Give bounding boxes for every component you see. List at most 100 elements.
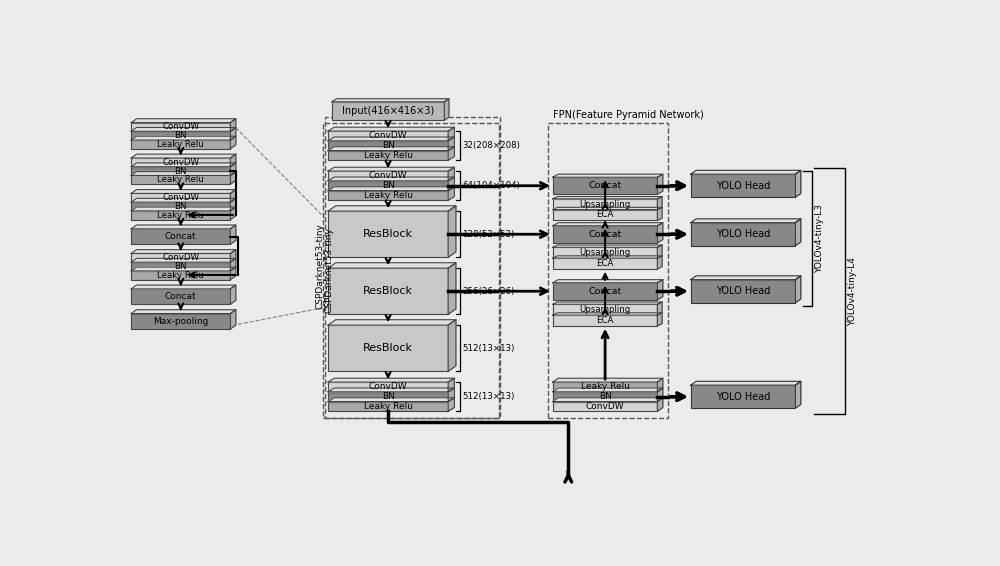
Text: 256(26×26): 256(26×26) xyxy=(462,287,514,295)
Polygon shape xyxy=(328,263,456,268)
Polygon shape xyxy=(230,190,236,202)
Polygon shape xyxy=(448,147,454,160)
Polygon shape xyxy=(131,207,236,211)
Bar xyxy=(553,247,657,258)
Polygon shape xyxy=(131,119,236,123)
Bar xyxy=(328,131,448,141)
Polygon shape xyxy=(448,177,454,191)
Polygon shape xyxy=(131,190,236,194)
Polygon shape xyxy=(657,207,662,220)
Text: ConvDW: ConvDW xyxy=(369,383,407,392)
Text: YOLO Head: YOLO Head xyxy=(716,286,770,296)
Bar xyxy=(131,262,230,271)
Bar xyxy=(131,131,230,140)
Polygon shape xyxy=(230,250,236,262)
Text: ECA: ECA xyxy=(596,259,614,268)
Bar xyxy=(691,385,795,408)
Bar xyxy=(131,254,230,262)
Polygon shape xyxy=(657,174,663,194)
Bar xyxy=(131,175,230,184)
Polygon shape xyxy=(328,167,454,171)
Polygon shape xyxy=(448,388,454,402)
Text: ConvDW: ConvDW xyxy=(162,194,199,202)
Bar xyxy=(691,174,795,198)
Polygon shape xyxy=(230,310,236,329)
Polygon shape xyxy=(448,187,454,200)
Bar xyxy=(325,117,500,418)
Text: Leaky Relu: Leaky Relu xyxy=(157,140,204,149)
Bar xyxy=(332,102,444,121)
Polygon shape xyxy=(131,127,236,131)
Polygon shape xyxy=(553,174,663,177)
Polygon shape xyxy=(795,219,801,246)
Bar xyxy=(548,123,668,418)
Text: Leaky Relu: Leaky Relu xyxy=(157,211,204,220)
Polygon shape xyxy=(131,154,236,158)
Text: BN: BN xyxy=(175,131,187,140)
Bar xyxy=(328,171,448,181)
Bar xyxy=(328,268,448,314)
Polygon shape xyxy=(230,285,236,305)
Bar xyxy=(553,305,657,315)
Text: ResBlock: ResBlock xyxy=(363,229,413,239)
Polygon shape xyxy=(328,147,454,151)
Bar xyxy=(691,222,795,246)
Polygon shape xyxy=(230,171,236,184)
Text: 128(52×52): 128(52×52) xyxy=(462,230,514,239)
Polygon shape xyxy=(230,136,236,149)
Bar xyxy=(131,194,230,202)
Text: Leaky Relu: Leaky Relu xyxy=(364,151,413,160)
Polygon shape xyxy=(131,250,236,254)
Bar xyxy=(131,229,230,245)
Polygon shape xyxy=(657,280,663,299)
Bar xyxy=(328,382,448,392)
Bar xyxy=(328,392,448,402)
Bar xyxy=(328,151,448,160)
Polygon shape xyxy=(448,263,456,314)
Text: ResBlock: ResBlock xyxy=(363,343,413,353)
Polygon shape xyxy=(332,98,449,102)
Text: 32(208×208): 32(208×208) xyxy=(462,141,520,150)
Text: Leaky Relu: Leaky Relu xyxy=(157,175,204,185)
Polygon shape xyxy=(131,136,236,140)
Polygon shape xyxy=(553,280,663,283)
Bar xyxy=(328,325,448,371)
Bar xyxy=(328,402,448,411)
Text: YOLOv4-tiny-L3: YOLOv4-tiny-L3 xyxy=(816,204,825,273)
Polygon shape xyxy=(328,206,456,211)
Text: Upsampling: Upsampling xyxy=(579,305,631,314)
Text: Leaky Relu: Leaky Relu xyxy=(364,191,413,200)
Bar xyxy=(553,199,657,209)
Polygon shape xyxy=(131,267,236,271)
Bar xyxy=(131,202,230,211)
Polygon shape xyxy=(657,245,662,258)
Bar xyxy=(131,211,230,220)
Polygon shape xyxy=(657,256,662,269)
Polygon shape xyxy=(691,276,801,280)
Bar xyxy=(131,158,230,167)
Polygon shape xyxy=(230,207,236,220)
Text: YOLO Head: YOLO Head xyxy=(716,229,770,239)
Polygon shape xyxy=(328,177,454,181)
Polygon shape xyxy=(553,388,663,392)
Bar xyxy=(553,315,657,326)
Text: 64(104×104): 64(104×104) xyxy=(462,181,520,190)
Text: BN: BN xyxy=(175,166,187,175)
Polygon shape xyxy=(448,127,454,141)
Text: 512(13×13): 512(13×13) xyxy=(462,344,514,353)
Text: BN: BN xyxy=(599,392,612,401)
Text: ECA: ECA xyxy=(596,316,614,325)
Polygon shape xyxy=(328,378,454,382)
Polygon shape xyxy=(553,313,662,315)
Polygon shape xyxy=(230,163,236,175)
Bar xyxy=(553,392,657,402)
Polygon shape xyxy=(553,222,663,226)
Polygon shape xyxy=(657,313,662,326)
Polygon shape xyxy=(657,388,663,402)
Text: BN: BN xyxy=(175,202,187,211)
Bar xyxy=(131,271,230,280)
Polygon shape xyxy=(131,285,236,289)
Bar xyxy=(328,191,448,200)
Polygon shape xyxy=(131,171,236,175)
Polygon shape xyxy=(230,154,236,167)
